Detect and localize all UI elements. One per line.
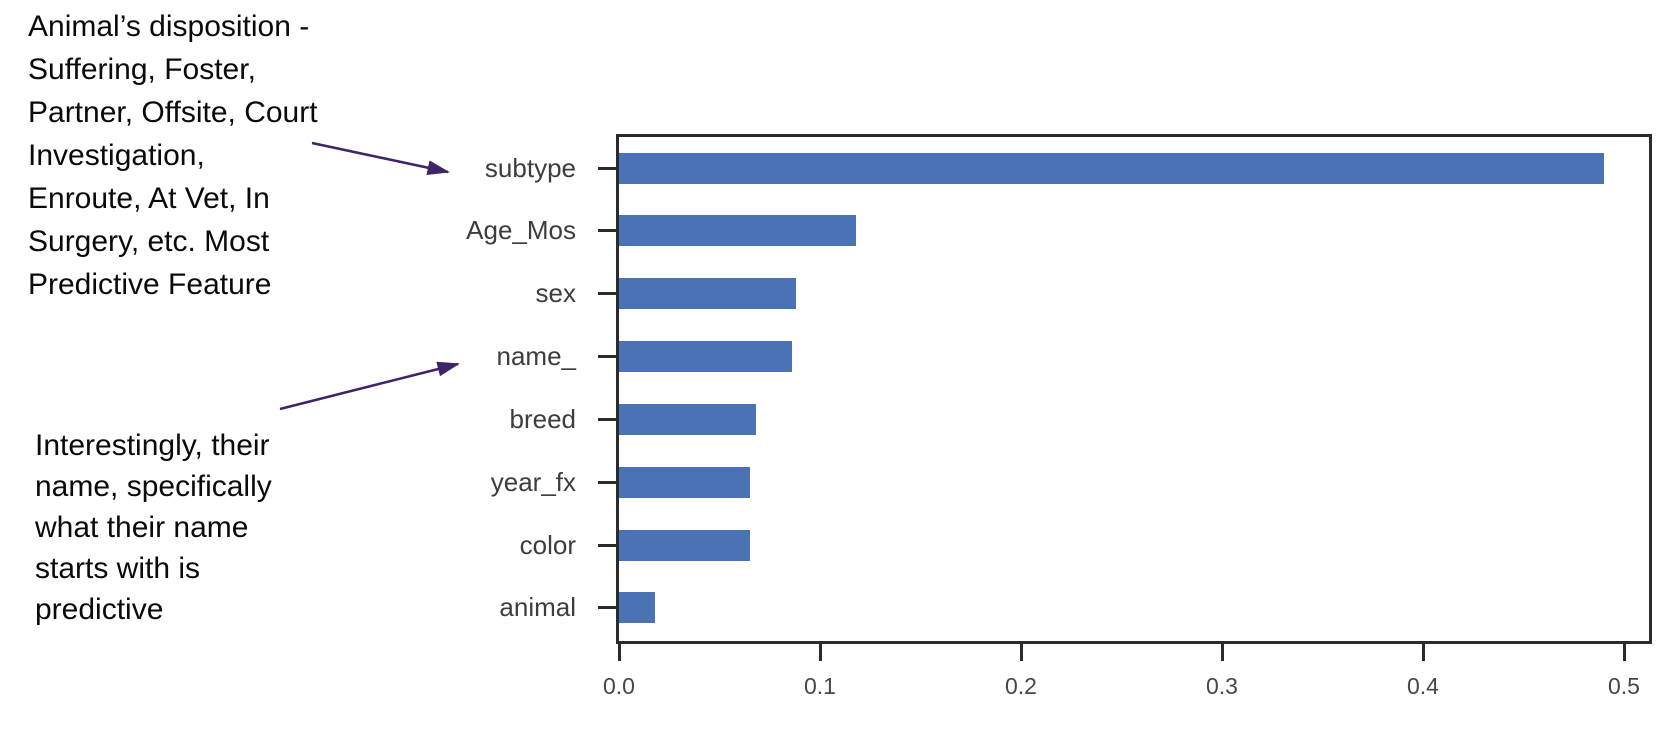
bar-sex — [619, 278, 796, 310]
annotation-name-note: Interestingly, their name, specifically … — [35, 429, 272, 626]
x-tick-0.2 — [1019, 642, 1023, 661]
y-tick-label-name_: name_ — [496, 341, 577, 372]
x-tick-label-0.1: 0.1 — [804, 673, 836, 699]
bar-name_ — [619, 341, 792, 373]
y-tick-sex — [598, 292, 616, 296]
y-tick-subtype — [598, 166, 616, 170]
y-tick-label-color: color — [519, 529, 576, 560]
bar-breed — [619, 403, 756, 435]
bar-subtype — [619, 152, 1604, 184]
x-tick-0.0 — [617, 642, 621, 661]
y-tick-label-Age_Mos: Age_Mos — [466, 215, 576, 246]
bar-year_fx — [619, 466, 750, 498]
y-tick-label-year_fx: year_fx — [490, 466, 576, 497]
bar-animal — [619, 592, 656, 624]
x-tick-0.1 — [818, 642, 822, 661]
y-tick-label-sex: sex — [535, 278, 576, 309]
y-tick-label-animal: animal — [499, 592, 576, 623]
x-tick-label-0.5: 0.5 — [1608, 673, 1640, 699]
x-tick-label-0.0: 0.0 — [603, 673, 635, 699]
y-tick-year_fx — [598, 480, 616, 484]
x-tick-0.3 — [1220, 642, 1224, 661]
y-tick-color — [598, 543, 616, 547]
y-tick-breed — [598, 417, 616, 421]
y-tick-label-breed: breed — [509, 403, 577, 434]
x-tick-0.4 — [1421, 642, 1425, 661]
annotation-disposition-note: Animal’s disposition - Suffering, Foster… — [28, 10, 318, 301]
bar-Age_Mos — [619, 215, 857, 247]
y-tick-label-subtype: subtype — [484, 152, 576, 183]
x-tick-0.5 — [1622, 642, 1626, 661]
bar-color — [619, 529, 750, 561]
y-tick-Age_Mos — [598, 229, 616, 233]
y-tick-animal — [598, 606, 616, 610]
y-tick-name_ — [598, 355, 616, 359]
x-tick-label-0.3: 0.3 — [1206, 673, 1238, 699]
x-tick-label-0.2: 0.2 — [1005, 673, 1037, 699]
x-tick-label-0.4: 0.4 — [1407, 673, 1439, 699]
